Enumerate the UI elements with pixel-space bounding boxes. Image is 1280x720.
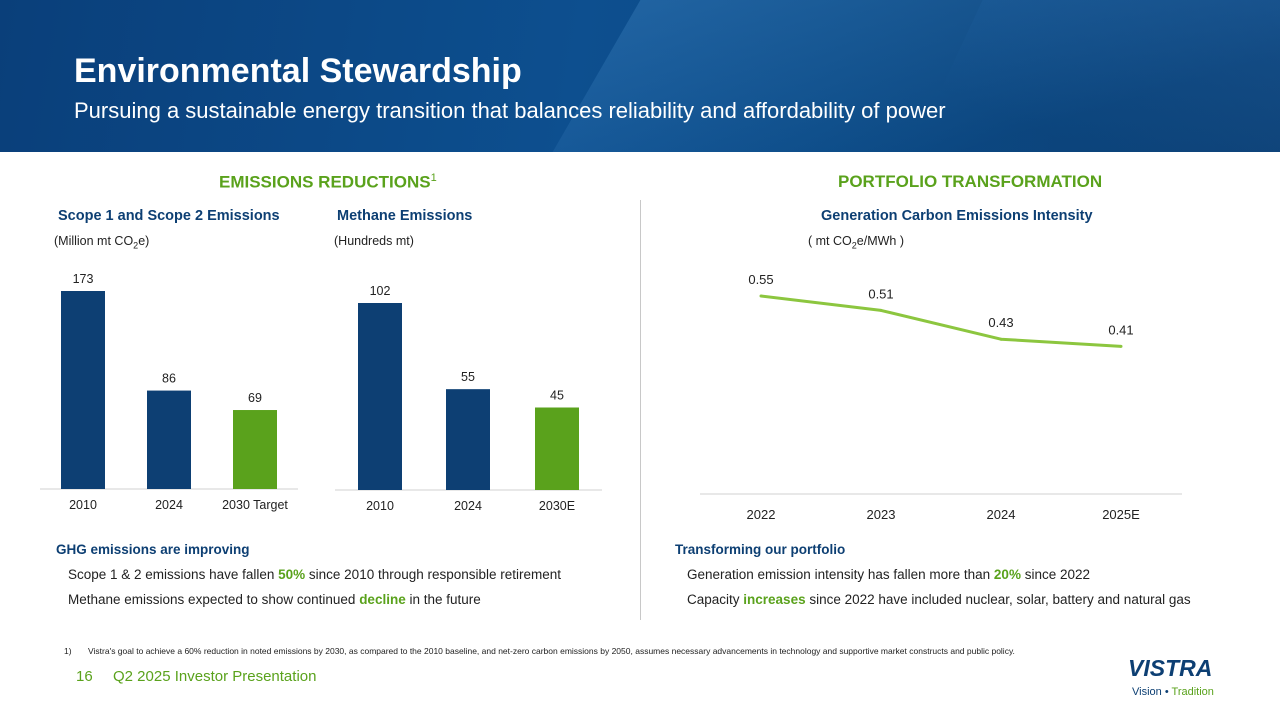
intensity-unit-sub: 2 [851, 240, 857, 251]
line-point-2025e [1119, 344, 1123, 348]
logo-tag-vision: Vision [1132, 686, 1162, 698]
footnote-number: 1) [64, 646, 72, 656]
line-point-2024 [999, 337, 1003, 341]
right-bullet-2-post: since 2022 have included nuclear, solar,… [805, 592, 1191, 607]
emissions-section-label: EMISSIONS REDUCTIONS [219, 172, 431, 192]
line-point-2022 [759, 294, 763, 298]
bar-value-label: 69 [248, 391, 262, 405]
bar-category-label: 2030 Target [222, 498, 288, 512]
bar-value-label: 55 [461, 370, 475, 384]
scope-unit-suffix: e) [138, 234, 150, 248]
intensity-chart-unit: ( mt CO2e/MWh ) [808, 234, 904, 251]
emissions-footnote-marker: 1 [430, 172, 437, 184]
footnote-text: Vistra's goal to achieve a 60% reduction… [88, 646, 1015, 656]
left-bullet-1: Scope 1 & 2 emissions have fallen 50% si… [68, 567, 561, 582]
bar-value-label: 86 [162, 372, 176, 386]
bar-2010 [358, 303, 402, 490]
left-bullet-2-highlight: decline [359, 592, 406, 607]
scope-chart-unit: (Million mt CO2e) [54, 234, 149, 251]
emissions-section-heading: EMISSIONS REDUCTIONS1 [219, 172, 437, 193]
line-value-label: 0.41 [1108, 322, 1133, 337]
bar-value-label: 102 [370, 284, 391, 298]
bar-category-label: 2024 [454, 499, 482, 513]
scope-unit-sub: 2 [133, 240, 139, 251]
right-bullet-1-pre: Generation emission intensity has fallen… [687, 567, 994, 582]
left-bullet-2-post: in the future [405, 592, 481, 607]
line-value-label: 0.55 [748, 272, 773, 287]
bar-category-label: 2030E [539, 499, 575, 513]
methane-chart-unit: (Hundreds mt) [334, 234, 414, 248]
intensity-series-line [760, 294, 1122, 348]
header-banner: Environmental Stewardship Pursuing a sus… [0, 0, 1280, 152]
left-bullet-2: Methane emissions expected to show conti… [68, 592, 481, 607]
methane-emissions-chart: 102 2010 55 2024 45 2030E [335, 284, 602, 513]
left-bullets-heading: GHG emissions are improving [56, 542, 250, 557]
page-number: 16 [76, 668, 93, 685]
logo-tagline: Vision • Tradition [1132, 686, 1214, 698]
footnote: 1) Vistra's goal to achieve a 60% reducti… [64, 646, 1015, 656]
intensity-chart-title: Generation Carbon Emissions Intensity [821, 208, 1093, 224]
scope-unit-prefix: (Million mt CO [54, 234, 134, 248]
bar-category-label: 2010 [366, 499, 394, 513]
right-bullet-2-highlight: increases [743, 592, 806, 607]
logo-wordmark: VISTRA [1128, 655, 1213, 681]
line-category-label: 2023 [867, 507, 896, 522]
section-divider [640, 200, 641, 620]
left-bullet-1-post: since 2010 through responsible retiremen… [305, 567, 562, 582]
intensity-unit-suffix: e/MWh ) [856, 234, 904, 248]
left-bullet-1-highlight: 50% [278, 567, 306, 582]
line-category-label: 2024 [987, 507, 1016, 522]
portfolio-section-heading: PORTFOLIO TRANSFORMATION [838, 172, 1103, 191]
logo-tag-tradition: Tradition [1171, 686, 1214, 698]
scope-emissions-chart: 173 2010 86 2024 69 2030 Target [40, 272, 298, 512]
methane-chart-title: Methane Emissions [337, 208, 473, 224]
bar-category-label: 2024 [155, 498, 183, 512]
line-value-label: 0.43 [988, 315, 1013, 330]
bar-category-label: 2010 [69, 498, 97, 512]
bar-2010 [61, 291, 105, 489]
right-bullet-2: Capacity increases since 2022 have inclu… [687, 592, 1191, 607]
line-category-label: 2025E [1102, 507, 1140, 522]
bar-2024 [446, 389, 490, 490]
line-category-label: 2022 [747, 507, 776, 522]
vistra-logo: VISTRA Vision • Tradition [1128, 656, 1220, 700]
bar-value-label: 173 [73, 272, 94, 286]
page-subtitle: Pursuing a sustainable energy transition… [74, 98, 946, 123]
intensity-unit-prefix: ( mt CO [808, 234, 852, 248]
page-title: Environmental Stewardship [74, 52, 522, 90]
line-value-label: 0.51 [868, 286, 893, 301]
left-bullet-2-pre: Methane emissions expected to show conti… [68, 592, 360, 607]
bar-value-label: 45 [550, 389, 564, 403]
scope-chart-title: Scope 1 and Scope 2 Emissions [58, 208, 280, 224]
right-bullets-heading: Transforming our portfolio [675, 542, 846, 557]
left-bullet-1-pre: Scope 1 & 2 emissions have fallen [68, 567, 279, 582]
deck-name: Q2 2025 Investor Presentation [113, 668, 317, 685]
right-bullet-2-pre: Capacity [687, 592, 744, 607]
bar-2030-target [233, 410, 277, 489]
intensity-line-chart: 0.55 2022 0.51 2023 0.43 2024 0.41 2025E [700, 272, 1182, 522]
logo-tag-separator: • [1161, 686, 1172, 698]
right-bullet-1-post: since 2022 [1020, 567, 1091, 582]
right-bullet-1: Generation emission intensity has fallen… [687, 567, 1090, 582]
bar-2024 [147, 390, 191, 489]
line-point-2023 [879, 308, 883, 312]
bar-2030e [535, 407, 579, 490]
right-bullet-1-highlight: 20% [993, 567, 1021, 582]
